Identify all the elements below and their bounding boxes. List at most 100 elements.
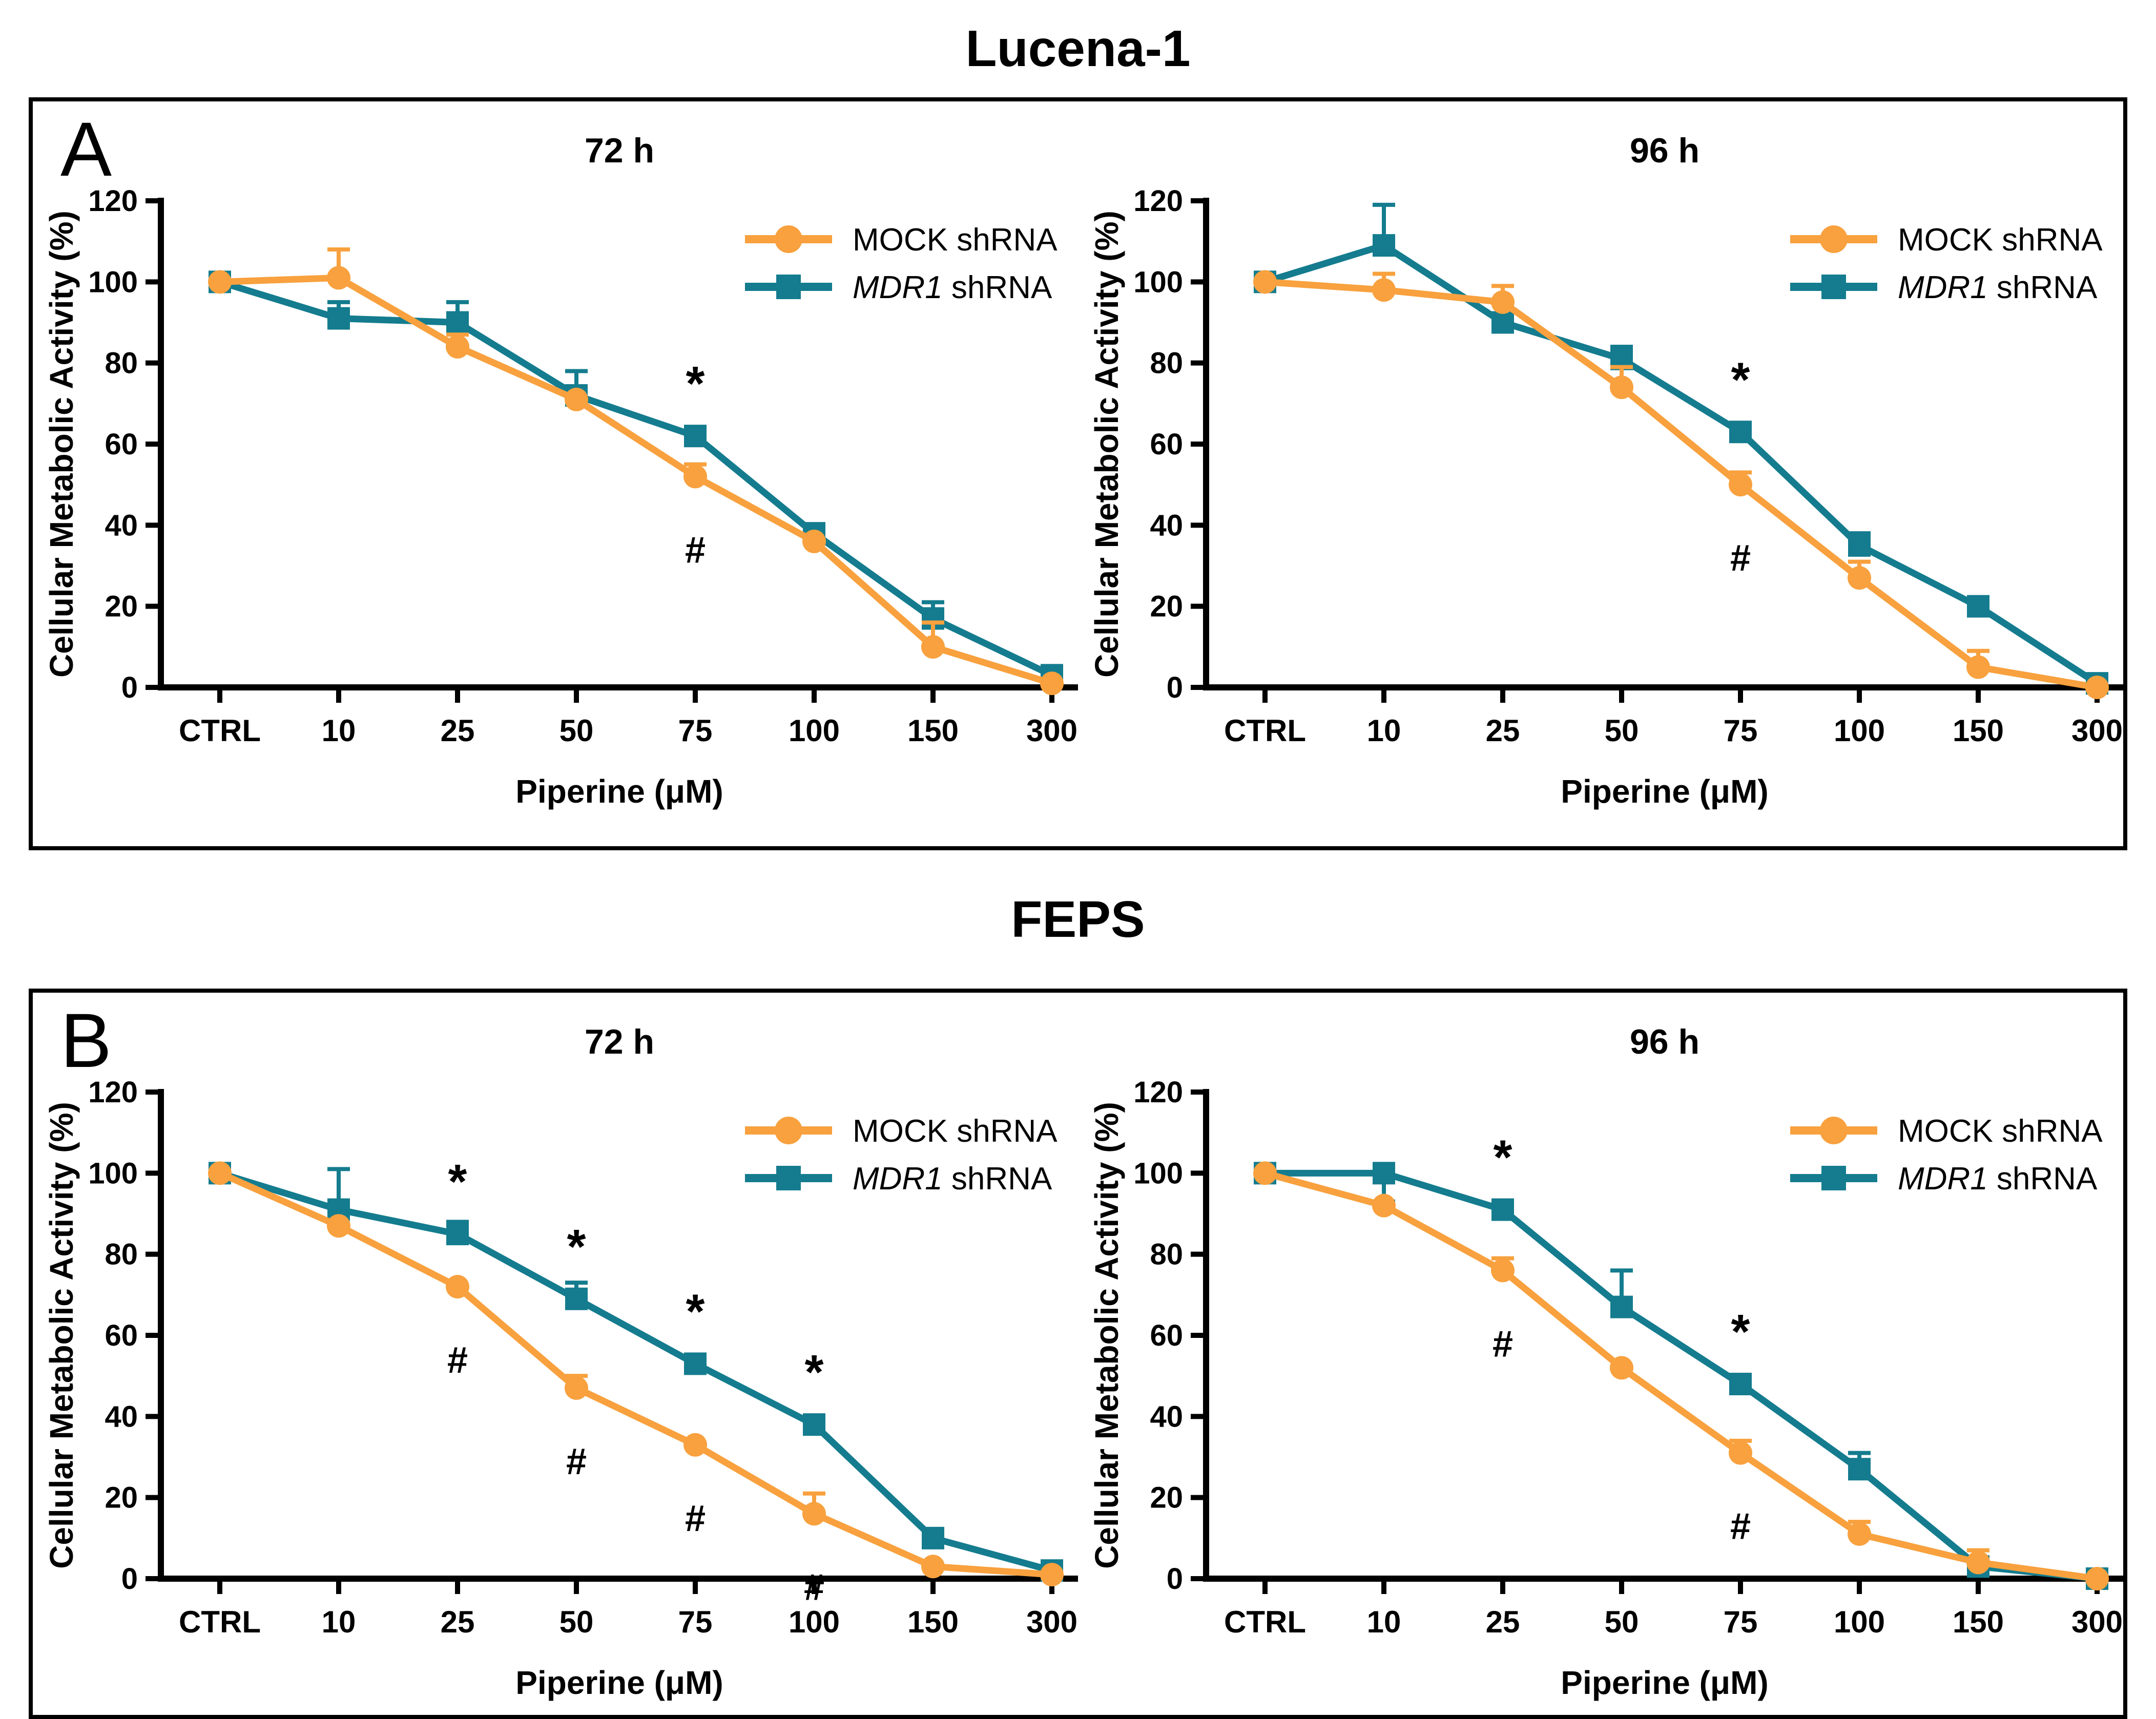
x-axis: CTRL 10 25 50 75 100 150 300 [1203, 684, 2123, 748]
y-axis-label: Cellular Metabolic Activity (%) [1088, 1102, 1125, 1569]
marker-circle [683, 465, 707, 489]
y-tick-label: 60 [105, 428, 138, 461]
x-tick-label: 100 [789, 1605, 840, 1639]
y-tick-label: 20 [1150, 590, 1183, 623]
marker-square [803, 1413, 825, 1436]
x-tick-label: 75 [1724, 714, 1758, 748]
marker-circle [802, 530, 826, 553]
annotation-star: * [1731, 1305, 1750, 1359]
marker-circle [446, 1275, 469, 1298]
marker-circle [1848, 566, 1871, 590]
x-tick-label: CTRL [1224, 1605, 1306, 1639]
marker-circle [1253, 1161, 1277, 1185]
panel-a-charts: 72 h 0 20 40 60 80 100 120 CTRL 10 25 50 75 100 150 300… [33, 101, 2123, 831]
x-tick-label: CTRL [179, 1605, 261, 1639]
figure-title-feps: FEPS [1011, 890, 1145, 948]
marker-circle [2085, 676, 2109, 699]
x-tick-label: 25 [441, 1605, 475, 1639]
series-line [1261, 1169, 2101, 1582]
y-tick-label: 60 [1150, 1319, 1183, 1352]
x-tick-label: 50 [559, 1605, 594, 1639]
marker-square [684, 425, 707, 448]
y-tick-label: 20 [105, 590, 138, 623]
marker-circle [565, 387, 588, 411]
marker-square [1848, 534, 1871, 557]
marker-circle [327, 266, 350, 290]
series-mock [208, 1161, 1064, 1587]
series-line [216, 1169, 1055, 1578]
y-axis: 0 20 40 60 80 100 120 [1133, 184, 1209, 704]
legend-mdr1-marker-icon [1821, 275, 1846, 299]
marker-circle [921, 1555, 945, 1579]
x-axis-label: Piperine (μM) [515, 773, 723, 810]
x-tick-label: CTRL [1224, 714, 1306, 748]
legend-mock-label: MOCK shRNA [853, 1114, 1058, 1149]
x-tick-label: 100 [1834, 714, 1885, 748]
x-tick-label: 10 [1367, 714, 1401, 748]
y-axis: 0 20 40 60 80 100 120 [88, 1076, 164, 1596]
legend: MOCK shRNA MDR1 shRNA [1790, 222, 2103, 305]
x-tick-label: 300 [1026, 1605, 1077, 1639]
x-tick-label: 100 [1834, 1605, 1885, 1639]
annotation-hash: # [1730, 1506, 1751, 1547]
legend-mock-label: MOCK shRNA [1898, 222, 2103, 258]
marker-circle [1040, 1563, 1064, 1587]
x-tick-label: 25 [1486, 1605, 1520, 1639]
y-axis-label: Cellular Metabolic Activity (%) [43, 1102, 80, 1569]
x-axis-label: Piperine (μM) [1561, 773, 1768, 810]
marker-circle [565, 1376, 588, 1400]
marker-circle [1491, 290, 1515, 314]
series-line [1261, 1169, 2101, 1582]
y-tick-label: 60 [105, 1319, 138, 1352]
x-tick-label: 150 [1953, 1605, 2004, 1639]
chart-lucena-96h: 96 h 0 20 40 60 80 100 120 CTRL 10 25 50 75 100 150 300… [1088, 131, 2123, 810]
x-axis-label: Piperine (μM) [515, 1664, 723, 1701]
chart-title: 96 h [1630, 131, 1699, 170]
y-tick-label: 100 [88, 265, 138, 299]
chart-title: 96 h [1630, 1022, 1699, 1061]
marker-circle [1966, 1550, 1990, 1575]
y-axis-label: Cellular Metabolic Activity (%) [1088, 211, 1125, 678]
y-tick-label: 100 [88, 1157, 138, 1190]
legend-mdr1-marker-icon [776, 275, 801, 299]
marker-circle [1253, 270, 1277, 294]
annotation-hash: # [804, 1567, 824, 1608]
y-tick-label: 40 [1150, 1400, 1183, 1433]
legend-mock-marker-icon [775, 1117, 802, 1144]
chart-title: 72 h [585, 131, 654, 170]
marker-square [1491, 311, 1514, 334]
y-tick-label: 80 [105, 347, 138, 380]
y-tick-label: 40 [105, 509, 138, 542]
y-tick-label: 100 [1133, 1157, 1183, 1190]
series-line [216, 274, 1055, 687]
legend-mdr1-marker-icon [776, 1166, 801, 1190]
marker-circle [921, 635, 945, 659]
x-tick-label: 75 [678, 714, 713, 748]
series-line [216, 1169, 1055, 1574]
x-tick-label: 25 [441, 714, 475, 748]
marker-circle [1966, 655, 1990, 679]
panel-a: A 72 h 0 20 40 60 80 100 120 CTRL 10 25 50 75 100 150 3… [29, 97, 2127, 850]
annotation-star: * [686, 1284, 705, 1338]
marker-square [1967, 595, 1989, 618]
legend-mdr1-label: MDR1 shRNA [1898, 1161, 2098, 1197]
marker-circle [1848, 1522, 1871, 1546]
marker-square [1491, 1198, 1514, 1221]
x-tick-label: 50 [559, 714, 594, 748]
x-tick-label: 75 [678, 1605, 713, 1639]
chart-feps-96h: 96 h 0 20 40 60 80 100 120 CTRL 10 25 50 75 100 150 300… [1088, 1022, 2123, 1701]
annotation-star: * [686, 357, 705, 411]
x-tick-label: 50 [1605, 1605, 1639, 1639]
y-tick-label: 120 [88, 184, 138, 218]
y-tick-label: 100 [1133, 265, 1183, 299]
marker-circle [1729, 1441, 1752, 1465]
series-line [1261, 242, 2101, 687]
marker-circle [1610, 1356, 1633, 1380]
marker-circle [446, 335, 469, 359]
series-mock [1253, 1161, 2109, 1590]
marker-square [1729, 1373, 1752, 1395]
marker-circle [1491, 1259, 1515, 1283]
legend-mdr1-label: MDR1 shRNA [853, 1161, 1052, 1197]
panel-b-letter: B [60, 997, 112, 1083]
